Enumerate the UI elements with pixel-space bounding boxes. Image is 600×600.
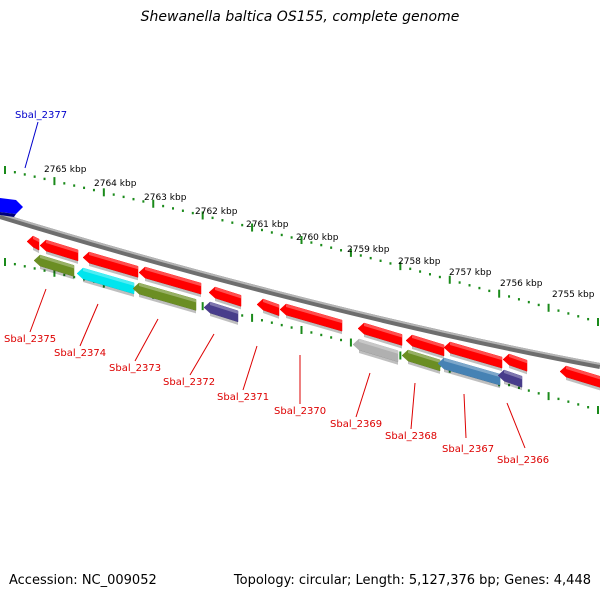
gene-labels: Sbal_2377 Sbal_2375 Sbal_2374 Sbal_2373 …	[4, 110, 549, 466]
scale-label-2765: 2765 kbp	[44, 165, 87, 175]
tick-track-outer	[4, 166, 599, 326]
gene-label-sbal-2372[interactable]: Sbal_2372	[163, 377, 215, 388]
gene-label-sbal-2370[interactable]: Sbal_2370	[274, 406, 326, 417]
leader-sbal-2368	[410, 382, 416, 430]
leader-sbal-2374	[79, 303, 99, 347]
gene-arrow-l[interactable]	[559, 365, 600, 391]
gene-arrow-sbal-2373[interactable]	[132, 282, 197, 314]
accession-text: Accession: NC_009052	[9, 573, 157, 588]
gene-label-sbal-2374[interactable]: Sbal_2374	[54, 348, 106, 359]
gene-label-sbal-2369[interactable]: Sbal_2369	[330, 419, 382, 430]
gene-arrow-sbal-2374[interactable]	[76, 267, 135, 297]
gene-label-sbal-2366[interactable]: Sbal_2366	[497, 455, 549, 466]
gene-arrow-k[interactable]	[502, 353, 528, 375]
gene-arrow-sbal-2368[interactable]	[401, 349, 441, 374]
gene-arrow-sbal-2367[interactable]	[437, 357, 501, 389]
scale-label-2755: 2755 kbp	[552, 290, 595, 300]
leader-sbal-2367	[463, 393, 467, 439]
gene-arrow-a[interactable]	[26, 235, 40, 254]
scale-label-2761: 2761 kbp	[246, 220, 289, 230]
gene-arrow-j[interactable]	[443, 341, 503, 372]
gene-arrow-h[interactable]	[357, 322, 403, 349]
gene-label-sbal-2368[interactable]: Sbal_2368	[385, 431, 437, 442]
gene-arrow-e[interactable]	[208, 286, 242, 310]
leader-sbal-2375	[29, 288, 47, 333]
gene-label-sbal-2375[interactable]: Sbal_2375	[4, 334, 56, 345]
scale-label-2763: 2763 kbp	[144, 193, 187, 203]
gene-arrow-g[interactable]	[279, 303, 343, 335]
gene-arrow-b[interactable]	[39, 239, 79, 264]
map-title: Shewanella baltica OS155, complete genom…	[140, 9, 460, 25]
scale-label-2760: 2760 kbp	[296, 233, 339, 243]
leader-sbal-2366	[506, 402, 526, 449]
genome-backbone	[0, 213, 600, 369]
scale-label-2758: 2758 kbp	[398, 257, 441, 267]
scale-label-2756: 2756 kbp	[500, 279, 543, 289]
leader-sbal-2377	[24, 121, 39, 169]
gene-arrow-sbal-2375[interactable]	[33, 254, 75, 280]
scale-label-2762: 2762 kbp	[195, 207, 238, 217]
gene-label-sbal-2377[interactable]: Sbal_2377	[15, 110, 67, 121]
gene-arrow-sbal-2366[interactable]	[497, 369, 523, 391]
gene-arrow-i[interactable]	[405, 334, 445, 359]
scale-label-2764: 2764 kbp	[94, 179, 137, 189]
genome-summary-text: Topology: circular; Length: 5,127,376 bp…	[233, 573, 591, 588]
gene-arrow-d[interactable]	[138, 266, 202, 298]
leader-sbal-2372	[189, 333, 215, 376]
scale-label-2759: 2759 kbp	[347, 245, 390, 255]
gene-label-sbal-2371[interactable]: Sbal_2371	[217, 392, 269, 403]
leader-sbal-2373	[134, 318, 159, 362]
gene-label-sbal-2373[interactable]: Sbal_2373	[109, 363, 161, 374]
scale-label-2757: 2757 kbp	[449, 268, 492, 278]
gene-arrows	[26, 235, 600, 391]
leader-sbal-2371	[242, 345, 258, 391]
gene-label-sbal-2367[interactable]: Sbal_2367	[442, 444, 494, 455]
gene-arrow-sbal-2369[interactable]	[352, 338, 399, 365]
scale-labels: 2765 kbp 2764 kbp 2763 kbp 2762 kbp 2761…	[44, 165, 595, 300]
gene-arrow-sbal-2377[interactable]	[0, 198, 23, 217]
gene-arrow-c[interactable]	[82, 251, 139, 281]
gene-arrow-sbal-2372[interactable]	[203, 301, 239, 325]
gene-arrow-f[interactable]	[256, 298, 280, 319]
leader-sbal-2369	[355, 372, 371, 418]
